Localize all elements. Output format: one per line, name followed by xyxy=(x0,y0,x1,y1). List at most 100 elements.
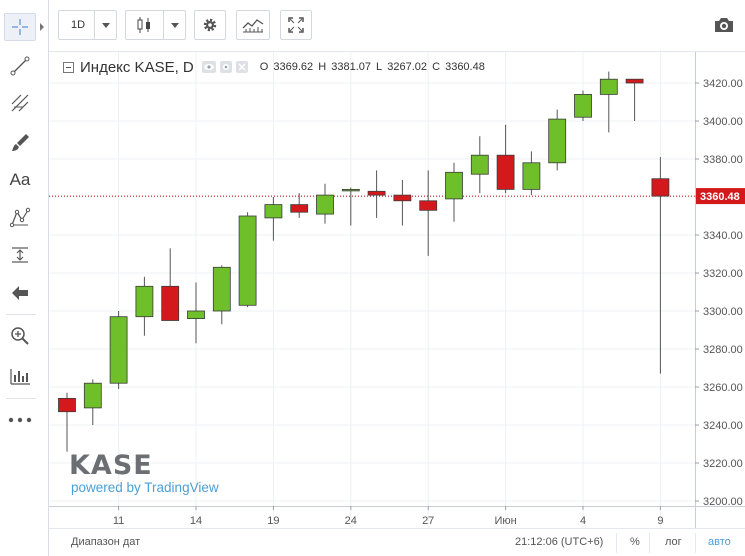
candle-up xyxy=(135,285,154,318)
text-icon: Aa xyxy=(9,170,31,189)
interval-label: 1D xyxy=(71,19,86,31)
bottom-toolbar: Диапазон дат 21:12:06 (UTC+6) % лог авто xyxy=(49,528,745,556)
symbol-title: Индекс KASE, D xyxy=(80,58,194,76)
chevron-down-icon xyxy=(171,23,179,28)
open-label: O xyxy=(259,61,269,73)
zoom-tool-button[interactable] xyxy=(4,322,36,350)
price-tick-label: 3260.00 xyxy=(703,382,743,394)
clock-timezone[interactable]: 21:12:06 (UTC+6) xyxy=(515,536,604,548)
indicators-button[interactable] xyxy=(236,10,270,40)
fib-tool-button[interactable] xyxy=(4,89,36,117)
screenshot-button[interactable] xyxy=(708,10,740,40)
close-small-icon[interactable] xyxy=(235,61,248,73)
price-tick-label: 3400.00 xyxy=(703,116,743,128)
time-tick-label: 27 xyxy=(422,515,434,527)
chart-pane[interactable]: 3420.003400.003380.003360.003340.003320.… xyxy=(49,52,745,556)
top-toolbar: 1D xyxy=(49,0,745,52)
bars-icon xyxy=(10,369,30,385)
candle-up xyxy=(187,310,205,319)
candle-down xyxy=(651,178,670,197)
candle-down xyxy=(419,200,438,211)
pattern-icon xyxy=(9,207,31,228)
measure-tool-button[interactable] xyxy=(4,241,36,269)
price-chart[interactable]: 3420.003400.003380.003360.003340.003320.… xyxy=(49,52,745,528)
fib-icon xyxy=(11,94,29,112)
time-tick-label: Июн xyxy=(494,515,516,527)
close-value: 3360.48 xyxy=(445,61,485,73)
zoom-icon xyxy=(11,327,29,345)
kase-logo: KASE xyxy=(69,450,153,481)
more-tools-button[interactable] xyxy=(4,406,36,434)
toolbar-divider xyxy=(6,314,36,315)
powered-by-link[interactable]: powered by TradingView xyxy=(71,480,219,495)
drawing-toolbar: Aa xyxy=(0,0,49,556)
candle-down xyxy=(367,190,386,196)
toolbar-divider xyxy=(6,398,36,399)
pattern-tool-button[interactable] xyxy=(4,203,36,231)
candle-down xyxy=(161,285,180,321)
candle-up xyxy=(548,118,567,164)
time-tick-label: 4 xyxy=(580,515,586,527)
eye-icon[interactable] xyxy=(201,61,216,73)
price-tick-label: 3320.00 xyxy=(703,268,743,280)
candle-up xyxy=(341,188,360,192)
chevron-down-icon xyxy=(102,23,110,28)
candle-up xyxy=(470,154,489,175)
brush-tool-button[interactable] xyxy=(4,128,36,156)
camera-icon xyxy=(715,18,733,32)
divider xyxy=(695,533,696,553)
indicators-tool-button[interactable] xyxy=(4,362,36,390)
divider xyxy=(616,533,617,553)
crosshair-tool-button[interactable] xyxy=(4,13,36,41)
log-toggle[interactable]: лог xyxy=(665,536,682,548)
last-price-label: 3360.48 xyxy=(700,191,740,203)
open-value: 3369.62 xyxy=(273,61,314,73)
collapse-legend-icon[interactable] xyxy=(63,61,74,73)
trend-line-tool-button[interactable] xyxy=(4,52,36,80)
candle-up xyxy=(599,78,618,95)
crosshair-icon xyxy=(12,19,28,35)
candle-up xyxy=(238,215,257,306)
crosshair-menu-arrow-icon[interactable] xyxy=(38,22,46,32)
candle-up xyxy=(316,194,334,215)
low-value: 3267.02 xyxy=(387,61,427,73)
settings-button[interactable] xyxy=(194,10,226,40)
percent-toggle[interactable]: % xyxy=(630,536,640,548)
price-tick-label: 3420.00 xyxy=(703,78,743,90)
candle-down xyxy=(393,194,412,202)
high-label: H xyxy=(318,61,327,73)
candle-up xyxy=(109,316,128,384)
time-tick-label: 9 xyxy=(657,515,663,527)
chart-type-select[interactable] xyxy=(125,10,186,40)
price-tick-label: 3380.00 xyxy=(703,154,743,166)
price-tick-label: 3280.00 xyxy=(703,344,743,356)
divider xyxy=(649,533,650,553)
arrow-left-icon xyxy=(12,286,28,300)
close-label: C xyxy=(432,61,441,73)
candle-up xyxy=(212,266,231,312)
candle-up xyxy=(522,162,541,190)
price-tick-label: 3340.00 xyxy=(703,230,743,242)
candle-down xyxy=(625,78,644,84)
price-tick-label: 3240.00 xyxy=(703,420,743,432)
interval-select[interactable]: 1D xyxy=(58,10,117,40)
high-value: 3381.07 xyxy=(331,61,371,73)
fullscreen-button[interactable] xyxy=(280,10,312,40)
candle-up xyxy=(574,94,592,118)
text-tool-button[interactable]: Aa xyxy=(4,166,36,194)
candle-down xyxy=(58,397,76,413)
time-tick-label: 24 xyxy=(345,515,357,527)
date-range-button[interactable]: Диапазон дат xyxy=(71,536,141,548)
settings-small-icon[interactable] xyxy=(219,61,232,73)
auto-scale-toggle[interactable]: авто xyxy=(708,536,731,548)
candles-icon xyxy=(137,17,150,33)
price-tick-label: 3200.00 xyxy=(703,496,743,508)
time-tick-label: 11 xyxy=(113,515,124,527)
price-tick-label: 3300.00 xyxy=(703,306,743,318)
candle-up xyxy=(83,382,102,409)
arrow-tool-button[interactable] xyxy=(4,279,36,307)
kase-watermark: KASE powered by TradingView xyxy=(69,452,219,496)
indicator-chart-icon xyxy=(242,19,264,33)
dots-icon xyxy=(8,417,32,423)
last-price-tag xyxy=(696,188,745,205)
